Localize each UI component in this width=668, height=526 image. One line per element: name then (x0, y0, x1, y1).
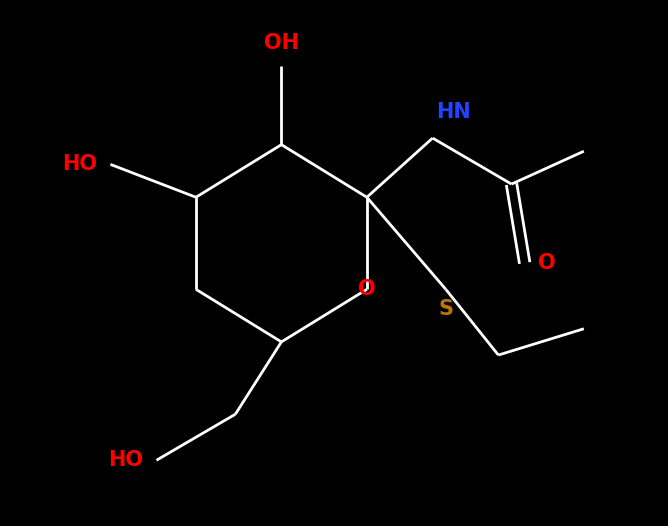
Text: HN: HN (436, 102, 471, 122)
Text: O: O (358, 279, 375, 299)
Text: HO: HO (108, 450, 144, 470)
Text: OH: OH (264, 33, 299, 53)
Text: O: O (538, 253, 556, 273)
Text: HO: HO (62, 154, 98, 175)
Text: S: S (438, 299, 454, 319)
